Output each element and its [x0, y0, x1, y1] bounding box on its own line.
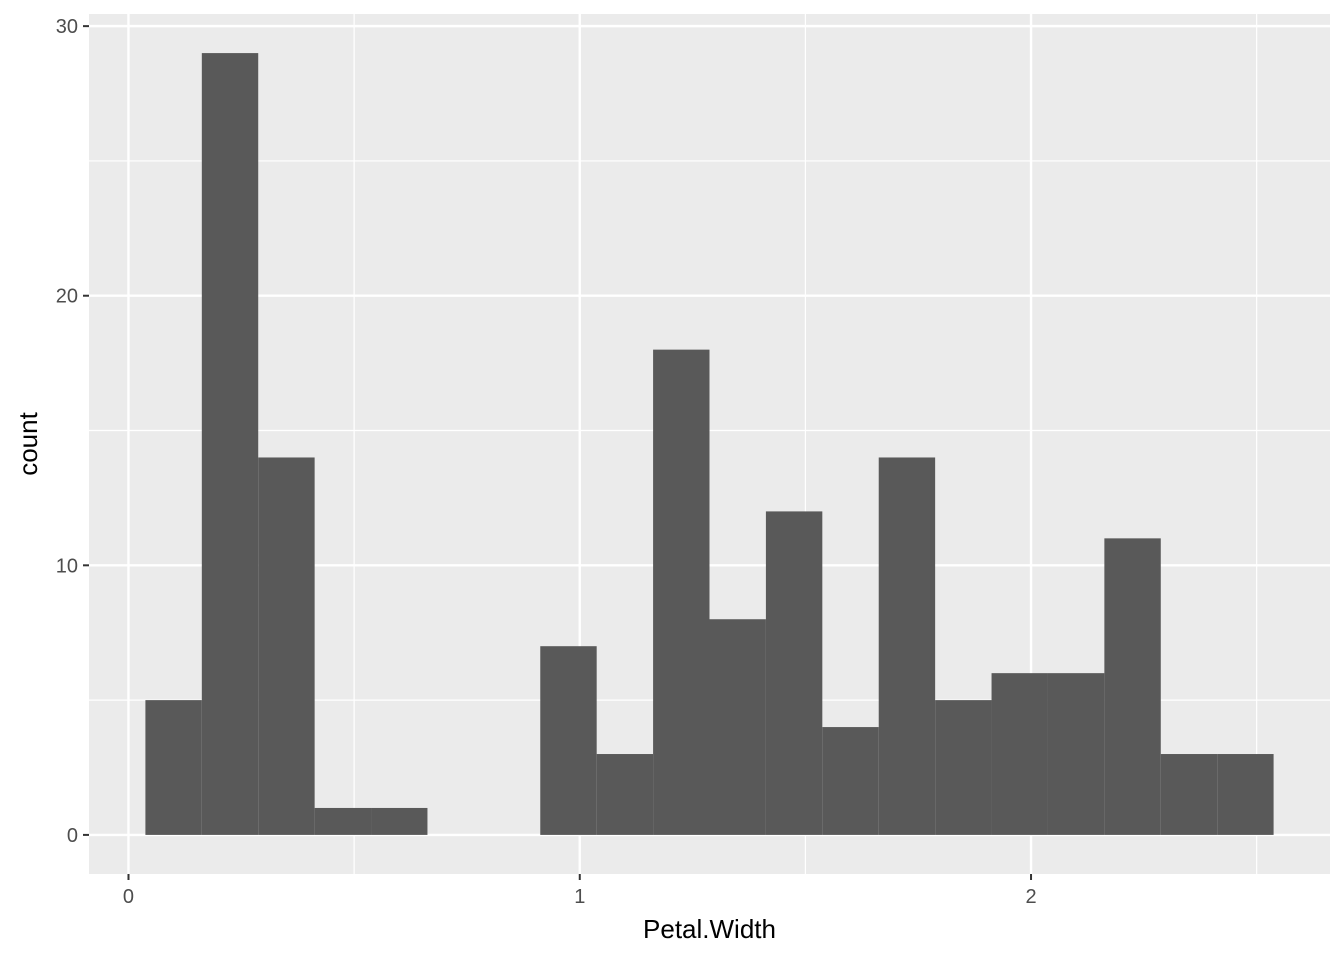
histogram-bars: [145, 53, 1274, 835]
x-tick-label: 2: [1025, 886, 1036, 908]
histogram-bar: [765, 511, 823, 835]
histogram-bar: [1047, 673, 1105, 835]
y-tick-label: 20: [56, 286, 78, 308]
y-tick-label: 0: [67, 825, 78, 847]
y-tick-label: 10: [56, 555, 78, 577]
histogram-bar: [258, 457, 315, 835]
histogram-bar: [1217, 754, 1274, 835]
histogram-bar: [991, 673, 1048, 835]
histogram-bar: [596, 754, 654, 835]
histogram-bar: [822, 727, 879, 835]
x-axis-title: Petal.Width: [643, 914, 776, 944]
histogram-bar: [145, 700, 202, 835]
histogram-bar: [709, 619, 766, 835]
x-tick-label: 0: [123, 886, 134, 908]
histogram-bar: [314, 807, 372, 835]
histogram-bar: [878, 457, 936, 835]
histogram-bar: [1160, 754, 1218, 835]
x-tick-label: 1: [574, 886, 585, 908]
histogram-bar: [540, 646, 597, 835]
histogram-bar: [935, 700, 992, 835]
histogram-bar: [201, 53, 259, 835]
histogram-bar: [371, 807, 428, 835]
axis-ticks: [83, 25, 1033, 880]
y-tick-label: 30: [56, 16, 78, 38]
histogram-bar: [653, 349, 710, 835]
histogram-bar: [1104, 538, 1161, 835]
tick-labels: 0 10 20 30 0 1 2: [56, 16, 1037, 908]
y-axis-title: count: [13, 411, 43, 475]
